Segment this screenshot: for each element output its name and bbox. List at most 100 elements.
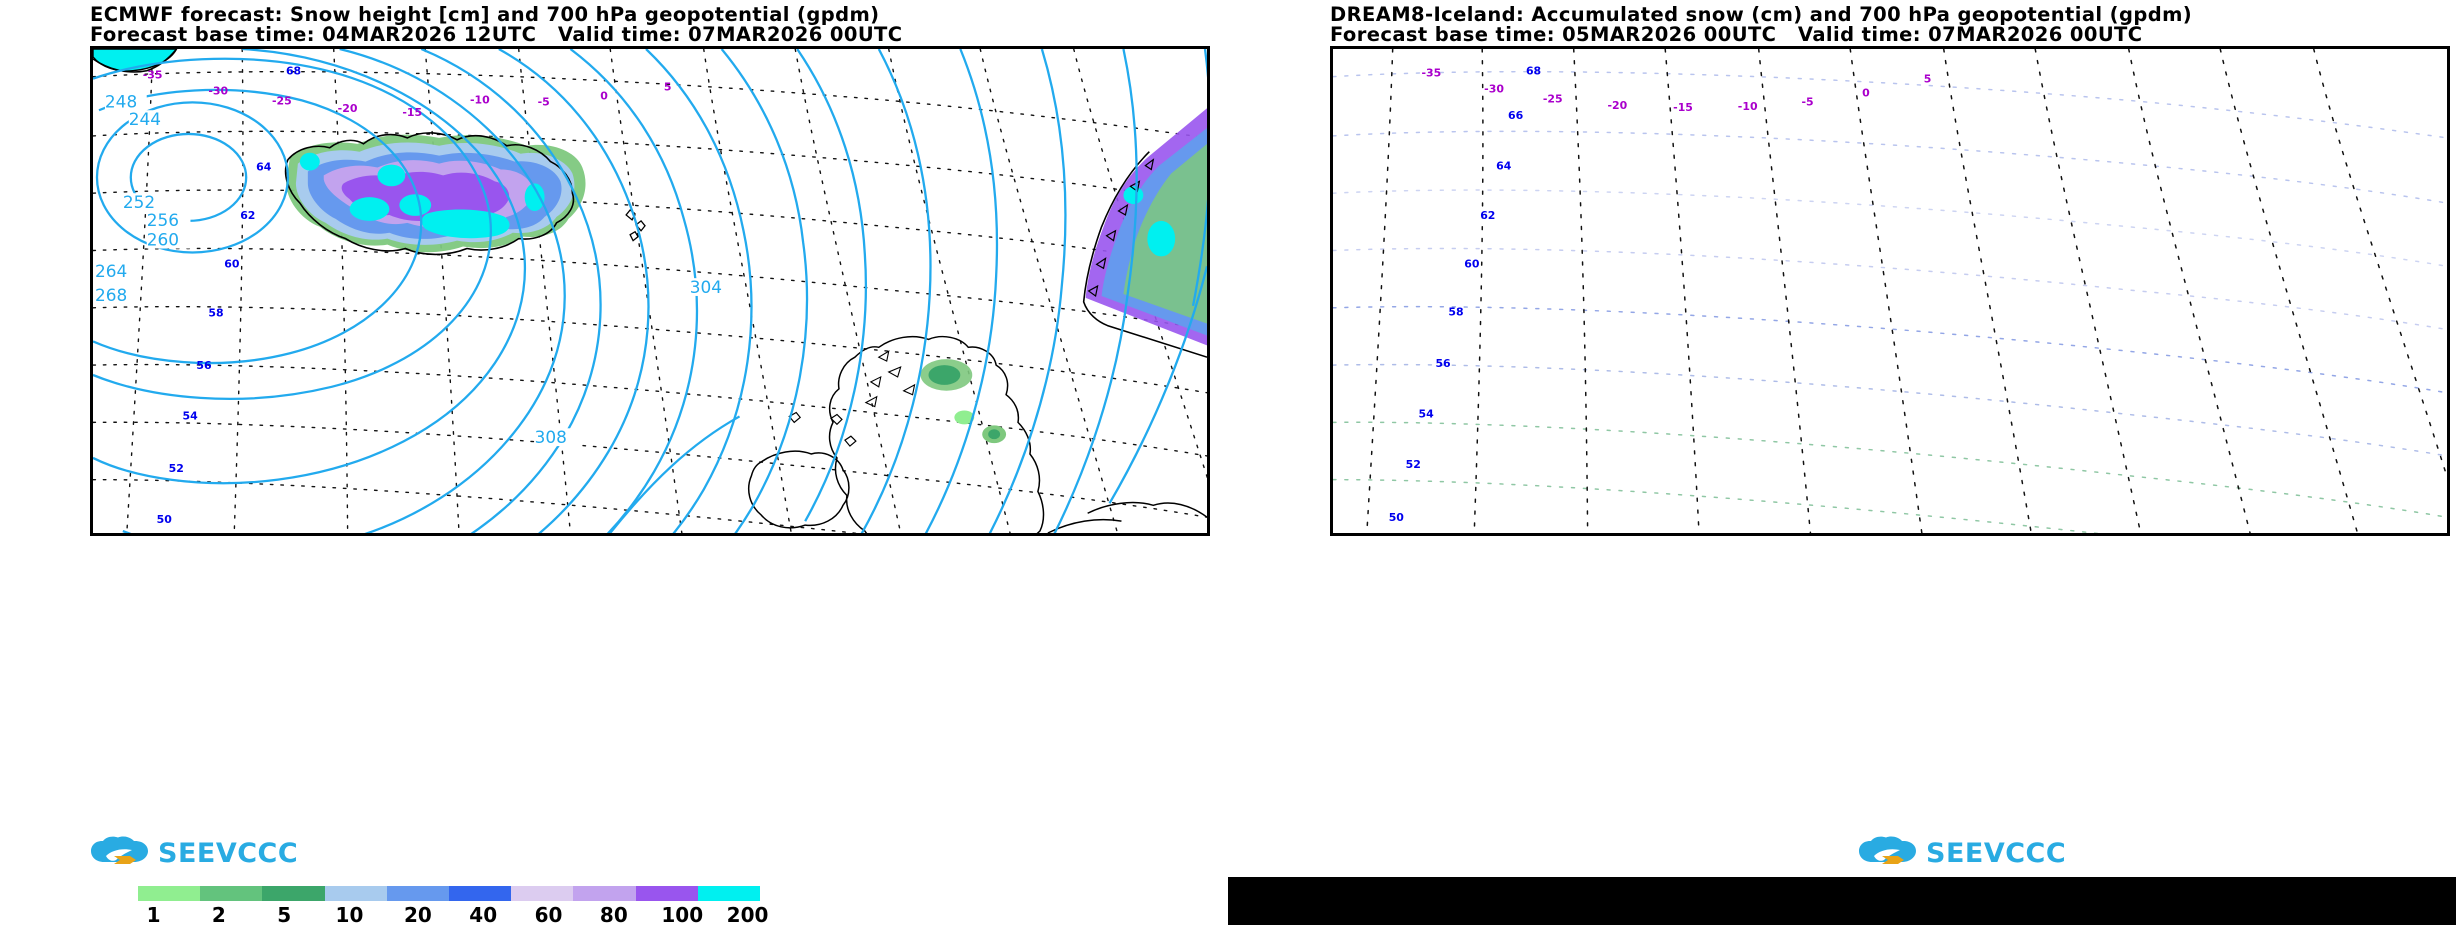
lon-label: -35 xyxy=(143,69,163,82)
greenland-coast xyxy=(93,49,178,73)
lon-label: -30 xyxy=(208,84,228,97)
lat-label: 52 xyxy=(1406,458,1421,471)
lat-label: 56 xyxy=(196,359,211,372)
lon-label: -20 xyxy=(1608,99,1628,112)
lat-label: 56 xyxy=(1435,357,1450,370)
lon-label: 5 xyxy=(664,81,672,94)
colorbar-segment xyxy=(386,886,450,901)
colorbar-segment xyxy=(449,886,512,901)
lon-label: -15 xyxy=(402,106,422,119)
colorbar-segment xyxy=(573,886,636,901)
lat-label: 58 xyxy=(1448,306,1463,319)
seevccc-logo-left: SEEVCCC xyxy=(90,836,298,870)
ecmwf-title-line2: Forecast base time: 04MAR2026 12UTC Vali… xyxy=(90,23,903,46)
colorbar-gradient xyxy=(138,886,761,901)
panel-dream8: DREAM8-Iceland: Accumulated snow (cm) an… xyxy=(1228,0,2456,925)
lon-label: -20 xyxy=(338,102,358,115)
colorbar-segment xyxy=(262,886,325,901)
lat-label: 62 xyxy=(240,209,255,222)
dream8-title-line2: Forecast base time: 05MAR2026 00UTC Vali… xyxy=(1330,23,2143,46)
colorbar-label: 20 xyxy=(403,903,432,927)
lon-label: -25 xyxy=(272,94,292,107)
geo-label-304: 304 xyxy=(690,277,722,297)
lat-label: 50 xyxy=(1389,511,1405,524)
colorbar-segment xyxy=(138,886,201,901)
lat-label: 62 xyxy=(1480,209,1495,222)
lon-label: -5 xyxy=(538,95,550,108)
contour-label-halos xyxy=(98,92,734,447)
geo-label-308: 308 xyxy=(535,427,567,447)
geo-label-244: 244 xyxy=(129,109,161,129)
colorbar-label: 40 xyxy=(469,903,498,927)
colorbar-segment xyxy=(200,886,263,901)
lon-label: -5 xyxy=(1801,95,1813,108)
colorbar-label: 5 xyxy=(277,903,292,927)
lon-label: -30 xyxy=(1484,82,1504,95)
cloud-icon xyxy=(91,836,148,864)
lat-label: 64 xyxy=(1496,160,1512,173)
ecmwf-title-block: ECMWF forecast: Snow height [cm] and 700… xyxy=(90,5,1318,45)
lat-label: 66 xyxy=(1508,109,1523,122)
colorbar-tick-labels: 1 2 5 10 20 40 60 80 100 200 xyxy=(138,901,769,927)
lat-label: 60 xyxy=(1464,257,1480,270)
panel-ecmwf: ECMWF forecast: Snow height [cm] and 700… xyxy=(0,0,1228,927)
longitude-labels-left: -35 -30 -25 -20 -15 -10 -5 0 5 xyxy=(143,69,672,119)
footer-black-bar xyxy=(1228,877,2456,925)
longitude-labels-right: -35 -30 -25 -20 -15 -10 -5 0 5 xyxy=(1422,67,1932,115)
colorbar-label: 1 xyxy=(146,903,161,927)
dream8-map[interactable]: 68 66 64 62 60 58 56 54 52 50 -35 -30 -2… xyxy=(1330,46,2450,536)
lat-label: 50 xyxy=(157,513,173,526)
lat-label: 68 xyxy=(286,65,301,78)
graticule-right-meridians xyxy=(1366,49,2447,533)
lat-label: 58 xyxy=(208,307,223,320)
lon-label: -15 xyxy=(1673,101,1693,114)
dream8-title-block: DREAM8-Iceland: Accumulated snow (cm) an… xyxy=(1330,5,2456,45)
geo-label-268: 268 xyxy=(95,285,127,305)
lon-label: -25 xyxy=(1543,92,1563,105)
dream8-map-canvas: 68 66 64 62 60 58 56 54 52 50 -35 -30 -2… xyxy=(1333,49,2447,533)
colorbar-label: 2 xyxy=(211,903,226,927)
latitude-labels-left: 68 64 62 60 58 56 54 52 50 xyxy=(157,65,302,526)
colorbar-segment xyxy=(635,886,698,901)
lat-label: 64 xyxy=(256,161,272,174)
snow-fill-iceland xyxy=(285,134,586,253)
seevccc-logo-text-left: SEEVCCC xyxy=(158,837,299,869)
ecmwf-map[interactable]: 248 244 252 256 260 264 268 304 308 68 6… xyxy=(90,46,1210,536)
lon-label: 0 xyxy=(600,89,608,102)
geo-label-248: 248 xyxy=(105,91,137,111)
colorbar-segment xyxy=(511,886,574,901)
lon-label: -10 xyxy=(1738,100,1758,113)
colorbar-label: 10 xyxy=(335,903,364,927)
seevccc-logo-right: SEEVCCC xyxy=(1858,836,2066,870)
geo-label-256: 256 xyxy=(147,210,179,230)
geo-label-260: 260 xyxy=(147,230,179,250)
norway-coast xyxy=(1082,108,1207,358)
seevccc-logo-text-right: SEEVCCC xyxy=(1926,837,2067,869)
colorbar-label: 80 xyxy=(599,903,628,927)
geopotential-contours-se xyxy=(609,415,741,533)
lon-label: 0 xyxy=(1862,86,1870,99)
graticule-left xyxy=(93,49,1207,533)
lat-label: 52 xyxy=(169,462,184,475)
ecmwf-map-canvas: 248 244 252 256 260 264 268 304 308 68 6… xyxy=(93,49,1207,533)
colorbar-segment xyxy=(324,886,387,901)
faroe-islands xyxy=(625,209,646,242)
lat-label: 54 xyxy=(1419,407,1435,420)
dream8-title-line1: DREAM8-Iceland: Accumulated snow (cm) an… xyxy=(1330,3,2193,26)
snow-colorbar: 1 2 5 10 20 40 60 80 100 200 xyxy=(138,886,769,927)
lon-label: -35 xyxy=(1422,67,1442,80)
colorbar-label: 60 xyxy=(534,903,563,927)
colorbar-segment xyxy=(697,886,761,901)
lat-label: 68 xyxy=(1526,65,1541,78)
ecmwf-title-line1: ECMWF forecast: Snow height [cm] and 700… xyxy=(90,3,880,26)
lat-label: 60 xyxy=(224,257,240,270)
graticule-right-parallels xyxy=(1333,70,2447,533)
geo-label-264: 264 xyxy=(95,261,127,281)
latitude-labels-right: 68 66 64 62 60 58 56 54 52 50 xyxy=(1389,65,1541,524)
colorbar-label: 200 xyxy=(726,903,769,927)
cloud-icon xyxy=(1859,836,1916,864)
colorbar-label: 100 xyxy=(661,903,704,927)
lat-label: 54 xyxy=(183,409,199,422)
geopotential-labels: 248 244 252 256 260 264 268 304 308 xyxy=(95,91,722,447)
british-isles xyxy=(748,335,1207,533)
